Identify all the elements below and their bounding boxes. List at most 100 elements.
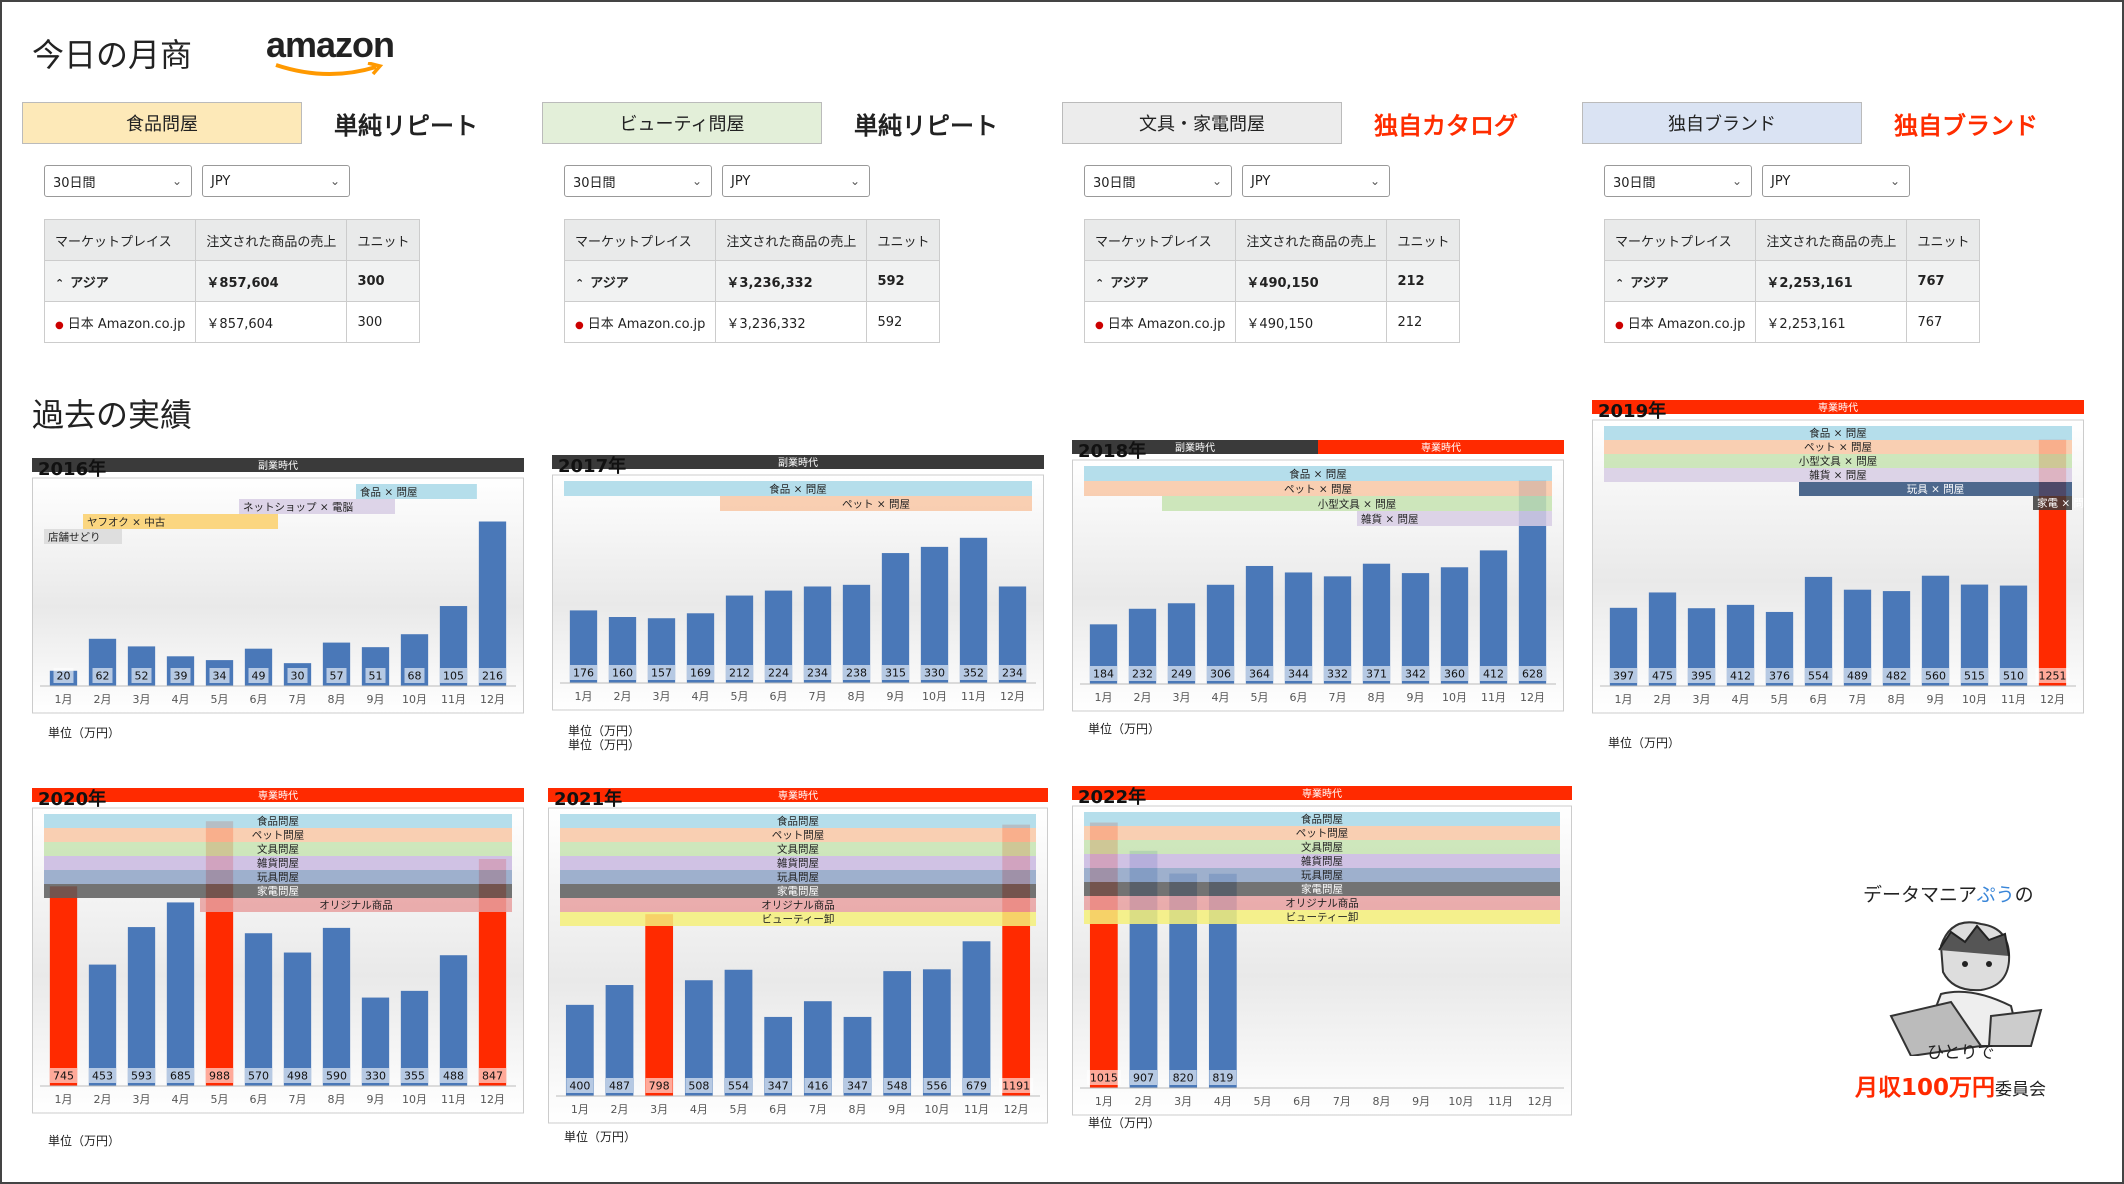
collapse-caret-icon[interactable]: ⌃ <box>575 276 585 290</box>
x-tick-label: 4月 <box>172 1093 190 1106</box>
data-label-bg <box>1961 668 1988 683</box>
data-label-bg <box>609 665 636 680</box>
channel-band <box>1604 454 2072 468</box>
data-label-bg <box>1922 668 1949 683</box>
data-label-bg <box>1805 668 1832 683</box>
brand-text: amazon <box>266 24 395 65</box>
data-label-bg <box>1883 668 1910 683</box>
table-cell-text: アジア <box>1110 275 1149 291</box>
section-title: 過去の実績 <box>32 396 193 434</box>
x-tick-label: 8月 <box>1888 693 1906 706</box>
data-label: 30 <box>291 670 305 683</box>
data-label-bg <box>284 1068 311 1083</box>
channel-band <box>44 529 122 544</box>
table-cell: ￥490,150 <box>1235 301 1388 343</box>
table-header-cell: マーケットプレイス <box>563 219 717 261</box>
x-tick-label: 8月 <box>1368 691 1386 704</box>
currency-select[interactable]: JPY ⌄ <box>1762 165 1910 197</box>
currency-select[interactable]: JPY ⌄ <box>202 165 350 197</box>
channel-band <box>1084 854 1560 868</box>
x-tick-label: 9月 <box>1412 1095 1430 1108</box>
data-label-bg <box>1480 666 1507 681</box>
table-header-cell: ユニット <box>866 219 941 261</box>
bar <box>439 955 468 1086</box>
x-tick-label: 4月 <box>692 690 710 703</box>
collapse-caret-icon[interactable]: ⌃ <box>1615 276 1625 290</box>
data-label-bg <box>323 1068 350 1083</box>
x-tick-label: 6月 <box>1293 1095 1311 1108</box>
data-label-bg <box>844 1078 871 1093</box>
x-tick-label: 5月 <box>1254 1095 1272 1108</box>
data-label: 1015 <box>1090 1072 1118 1085</box>
collapse-caret-icon[interactable]: ⌃ <box>1095 276 1105 290</box>
x-tick-label: 11月 <box>1488 1095 1513 1108</box>
data-label-bg <box>999 1078 1034 1093</box>
table-row[interactable]: ⌃ アジア ￥2,253,161 767 <box>1603 260 1981 302</box>
x-tick-label: 6月 <box>1290 691 1308 704</box>
currency-select[interactable]: JPY ⌄ <box>722 165 870 197</box>
x-tick-label: 3月 <box>650 1103 668 1116</box>
x-tick-label: 5月 <box>731 690 749 703</box>
data-label: 62 <box>96 670 110 683</box>
data-label: 798 <box>649 1080 670 1093</box>
data-label: 548 <box>887 1080 908 1093</box>
x-tick-label: 2月 <box>1134 691 1152 704</box>
period-select[interactable]: 30日間 ⌄ <box>44 165 192 197</box>
channel-label: 家電問屋 <box>777 885 819 898</box>
table-row[interactable]: ⌃ アジア ￥857,604 300 <box>43 260 421 302</box>
channel-band <box>1084 882 1560 896</box>
table-cell-text: ￥857,604 <box>206 316 274 332</box>
channel-band <box>560 828 1036 842</box>
table-cell-text: 日本 Amazon.co.jp <box>1627 316 1746 332</box>
collapse-caret-icon[interactable]: ⌃ <box>55 276 65 290</box>
x-tick-label: 7月 <box>1333 1095 1351 1108</box>
channel-band <box>1084 840 1560 854</box>
channel-band <box>44 842 512 856</box>
currency-select[interactable]: JPY ⌄ <box>1242 165 1390 197</box>
period-select[interactable]: 30日間 ⌄ <box>564 165 712 197</box>
data-label: 352 <box>963 667 984 680</box>
table-cell: ￥3,236,332 <box>715 260 868 302</box>
data-label: 364 <box>1249 668 1270 681</box>
data-label-bg <box>645 1078 673 1093</box>
data-label-bg <box>1168 666 1195 681</box>
credit-committee: 委員会 <box>1995 1080 2047 1100</box>
table-cell-text: アジア <box>70 275 109 291</box>
data-label-bg <box>725 1078 752 1093</box>
channel-band <box>1084 868 1560 882</box>
chevron-down-icon: ⌄ <box>171 174 182 188</box>
chevron-down-icon: ⌄ <box>1731 174 1742 188</box>
data-label-bg <box>1169 1070 1197 1085</box>
x-tick-label: 8月 <box>849 1103 867 1116</box>
channel-band <box>560 884 1036 898</box>
x-tick-label: 4月 <box>172 693 190 706</box>
data-label: 157 <box>651 667 672 680</box>
table-header-cell: ユニット <box>346 219 421 261</box>
x-tick-label: 2月 <box>94 1093 112 1106</box>
channel-band <box>560 842 1036 856</box>
data-label: 347 <box>768 1080 789 1093</box>
data-label-bg <box>570 665 597 680</box>
chart-title: 2018年 <box>1078 440 1146 462</box>
channel-band <box>560 870 1036 884</box>
table-row[interactable]: ⌃ アジア ￥490,150 212 <box>1083 260 1461 302</box>
data-label: 212 <box>729 667 750 680</box>
chart-title: 2021年 <box>554 788 622 810</box>
x-tick-label: 8月 <box>848 690 866 703</box>
period-select[interactable]: 30日間 ⌄ <box>1604 165 1752 197</box>
table-row[interactable]: ⌃ アジア ￥3,236,332 592 <box>563 260 941 302</box>
data-label-bg <box>479 1068 506 1083</box>
table-cell: ￥857,604 <box>195 260 348 302</box>
x-tick-label: 1月 <box>1615 693 1633 706</box>
data-label: 628 <box>1522 668 1543 681</box>
x-tick-label: 6月 <box>770 690 788 703</box>
channel-label: ネットショップ × 電脳 <box>243 502 353 514</box>
x-tick-label: 2月 <box>611 1103 629 1116</box>
data-label: 306 <box>1210 668 1231 681</box>
table-cell: 300 <box>346 301 421 343</box>
table-row: ● 日本 Amazon.co.jp ￥3,236,332 592 <box>563 301 941 343</box>
category-label-2: 独自カタログ <box>1374 112 1518 140</box>
table-cell-text: アジア <box>590 275 629 291</box>
period-select[interactable]: 30日間 ⌄ <box>1084 165 1232 197</box>
